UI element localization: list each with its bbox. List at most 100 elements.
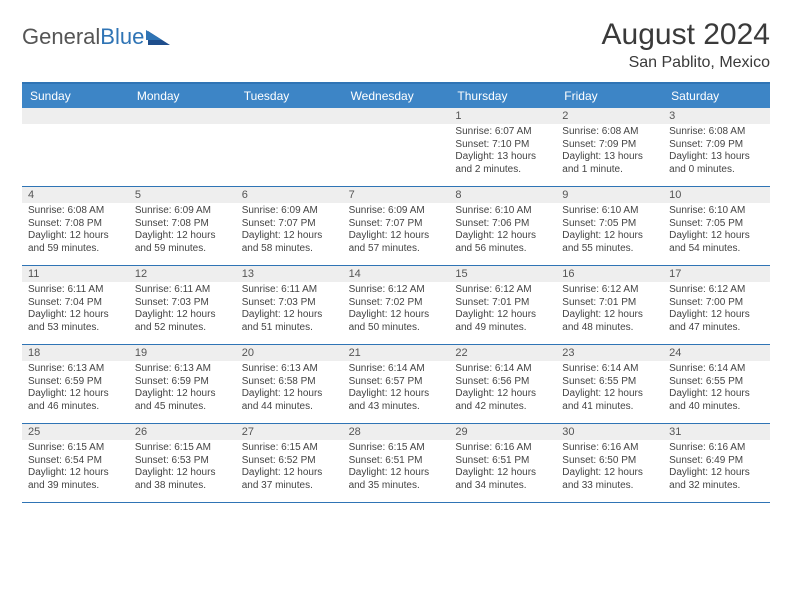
day-line: and 56 minutes. [455, 243, 550, 256]
day-line: Daylight: 12 hours [242, 309, 337, 322]
day-body: Sunrise: 6:09 AMSunset: 7:08 PMDaylight:… [129, 203, 236, 259]
day-number: 12 [129, 266, 236, 282]
day-body: Sunrise: 6:12 AMSunset: 7:01 PMDaylight:… [556, 282, 663, 338]
day-line: Sunrise: 6:14 AM [669, 363, 764, 376]
day-line: Sunrise: 6:10 AM [455, 205, 550, 218]
day-line: and 52 minutes. [135, 322, 230, 335]
day-header: Wednesday [343, 84, 450, 108]
day-number: 11 [22, 266, 129, 282]
day-header: Thursday [449, 84, 556, 108]
day-line: Daylight: 12 hours [28, 309, 123, 322]
day-cell: 9Sunrise: 6:10 AMSunset: 7:05 PMDaylight… [556, 187, 663, 265]
day-line: and 0 minutes. [669, 164, 764, 177]
day-number: 18 [22, 345, 129, 361]
day-line: Daylight: 12 hours [669, 230, 764, 243]
day-line: Sunset: 6:56 PM [455, 376, 550, 389]
day-line: Sunrise: 6:15 AM [349, 442, 444, 455]
day-line: Sunset: 7:08 PM [28, 218, 123, 231]
day-line: Daylight: 12 hours [135, 467, 230, 480]
day-body [343, 124, 450, 130]
day-cell [236, 108, 343, 186]
day-line: Daylight: 12 hours [135, 309, 230, 322]
day-line: Daylight: 12 hours [669, 309, 764, 322]
day-line: Sunset: 7:09 PM [562, 139, 657, 152]
day-number: 13 [236, 266, 343, 282]
week-row: 4Sunrise: 6:08 AMSunset: 7:08 PMDaylight… [22, 187, 770, 266]
day-line: Daylight: 12 hours [455, 467, 550, 480]
day-body: Sunrise: 6:11 AMSunset: 7:03 PMDaylight:… [129, 282, 236, 338]
day-body: Sunrise: 6:08 AMSunset: 7:08 PMDaylight:… [22, 203, 129, 259]
day-cell: 18Sunrise: 6:13 AMSunset: 6:59 PMDayligh… [22, 345, 129, 423]
day-cell: 8Sunrise: 6:10 AMSunset: 7:06 PMDaylight… [449, 187, 556, 265]
day-body: Sunrise: 6:08 AMSunset: 7:09 PMDaylight:… [663, 124, 770, 180]
day-line: and 47 minutes. [669, 322, 764, 335]
day-body: Sunrise: 6:12 AMSunset: 7:02 PMDaylight:… [343, 282, 450, 338]
day-body: Sunrise: 6:10 AMSunset: 7:05 PMDaylight:… [556, 203, 663, 259]
day-line: Sunrise: 6:11 AM [242, 284, 337, 297]
day-body: Sunrise: 6:10 AMSunset: 7:05 PMDaylight:… [663, 203, 770, 259]
day-body: Sunrise: 6:09 AMSunset: 7:07 PMDaylight:… [236, 203, 343, 259]
day-line: Daylight: 12 hours [242, 388, 337, 401]
day-cell: 22Sunrise: 6:14 AMSunset: 6:56 PMDayligh… [449, 345, 556, 423]
day-number: 14 [343, 266, 450, 282]
day-body: Sunrise: 6:09 AMSunset: 7:07 PMDaylight:… [343, 203, 450, 259]
logo-text-dark: General [22, 24, 100, 50]
day-cell: 1Sunrise: 6:07 AMSunset: 7:10 PMDaylight… [449, 108, 556, 186]
day-body: Sunrise: 6:08 AMSunset: 7:09 PMDaylight:… [556, 124, 663, 180]
day-line: and 40 minutes. [669, 401, 764, 414]
day-line: Daylight: 12 hours [349, 388, 444, 401]
day-line: Sunset: 7:09 PM [669, 139, 764, 152]
day-cell: 5Sunrise: 6:09 AMSunset: 7:08 PMDaylight… [129, 187, 236, 265]
day-line: Daylight: 12 hours [135, 230, 230, 243]
week-row: 25Sunrise: 6:15 AMSunset: 6:54 PMDayligh… [22, 424, 770, 503]
logo-text-blue: Blue [100, 24, 144, 50]
weeks-container: 1Sunrise: 6:07 AMSunset: 7:10 PMDaylight… [22, 108, 770, 503]
day-line: Sunset: 6:55 PM [669, 376, 764, 389]
day-line: Daylight: 12 hours [455, 388, 550, 401]
day-line: Sunrise: 6:10 AM [669, 205, 764, 218]
day-cell: 29Sunrise: 6:16 AMSunset: 6:51 PMDayligh… [449, 424, 556, 502]
day-cell: 21Sunrise: 6:14 AMSunset: 6:57 PMDayligh… [343, 345, 450, 423]
day-body: Sunrise: 6:14 AMSunset: 6:56 PMDaylight:… [449, 361, 556, 417]
day-line: Daylight: 12 hours [455, 230, 550, 243]
day-line: Daylight: 12 hours [562, 388, 657, 401]
day-body: Sunrise: 6:14 AMSunset: 6:57 PMDaylight:… [343, 361, 450, 417]
day-cell: 26Sunrise: 6:15 AMSunset: 6:53 PMDayligh… [129, 424, 236, 502]
day-body: Sunrise: 6:16 AMSunset: 6:50 PMDaylight:… [556, 440, 663, 496]
day-body: Sunrise: 6:13 AMSunset: 6:58 PMDaylight:… [236, 361, 343, 417]
day-line: Sunset: 7:07 PM [349, 218, 444, 231]
day-line: Sunset: 7:01 PM [455, 297, 550, 310]
day-line: and 37 minutes. [242, 480, 337, 493]
day-line: Daylight: 12 hours [669, 467, 764, 480]
page-title: August 2024 [602, 18, 770, 52]
day-number: 6 [236, 187, 343, 203]
day-line: and 41 minutes. [562, 401, 657, 414]
page-subtitle: San Pablito, Mexico [602, 54, 770, 72]
day-line: Sunset: 6:52 PM [242, 455, 337, 468]
day-body [129, 124, 236, 130]
day-cell: 7Sunrise: 6:09 AMSunset: 7:07 PMDaylight… [343, 187, 450, 265]
day-line: and 43 minutes. [349, 401, 444, 414]
day-line: and 2 minutes. [455, 164, 550, 177]
day-body: Sunrise: 6:15 AMSunset: 6:52 PMDaylight:… [236, 440, 343, 496]
day-body: Sunrise: 6:15 AMSunset: 6:51 PMDaylight:… [343, 440, 450, 496]
day-line: Sunrise: 6:16 AM [455, 442, 550, 455]
day-line: Sunset: 6:50 PM [562, 455, 657, 468]
day-cell: 30Sunrise: 6:16 AMSunset: 6:50 PMDayligh… [556, 424, 663, 502]
day-body: Sunrise: 6:16 AMSunset: 6:49 PMDaylight:… [663, 440, 770, 496]
day-number: 30 [556, 424, 663, 440]
day-number: 29 [449, 424, 556, 440]
day-body: Sunrise: 6:14 AMSunset: 6:55 PMDaylight:… [663, 361, 770, 417]
day-line: and 44 minutes. [242, 401, 337, 414]
day-line: Sunset: 7:04 PM [28, 297, 123, 310]
day-header: Sunday [22, 84, 129, 108]
day-number: 15 [449, 266, 556, 282]
day-number: 31 [663, 424, 770, 440]
day-line: Sunrise: 6:08 AM [669, 126, 764, 139]
day-line: Sunrise: 6:09 AM [135, 205, 230, 218]
day-number [236, 108, 343, 124]
day-line: Sunrise: 6:11 AM [28, 284, 123, 297]
day-line: and 50 minutes. [349, 322, 444, 335]
day-line: Sunrise: 6:13 AM [242, 363, 337, 376]
day-line: and 46 minutes. [28, 401, 123, 414]
